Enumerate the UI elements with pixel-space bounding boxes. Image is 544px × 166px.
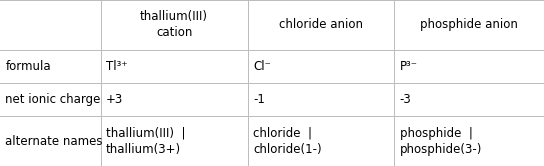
Text: formula: formula: [5, 60, 51, 73]
Text: +3: +3: [106, 93, 123, 106]
Text: -1: -1: [253, 93, 265, 106]
Text: chloride anion: chloride anion: [279, 18, 363, 31]
Text: -3: -3: [400, 93, 412, 106]
Text: Cl⁻: Cl⁻: [253, 60, 271, 73]
Text: thallium(III)
cation: thallium(III) cation: [140, 10, 208, 39]
Text: alternate names: alternate names: [5, 135, 103, 148]
Text: P³⁻: P³⁻: [400, 60, 418, 73]
Text: chloride  |
chloride(1-): chloride | chloride(1-): [253, 127, 322, 156]
Text: phosphide  |
phosphide(3-): phosphide | phosphide(3-): [400, 127, 482, 156]
Text: Tl³⁺: Tl³⁺: [106, 60, 128, 73]
Text: phosphide anion: phosphide anion: [421, 18, 518, 31]
Text: thallium(III)  |
thallium(3+): thallium(III) | thallium(3+): [106, 127, 186, 156]
Text: net ionic charge: net ionic charge: [5, 93, 101, 106]
